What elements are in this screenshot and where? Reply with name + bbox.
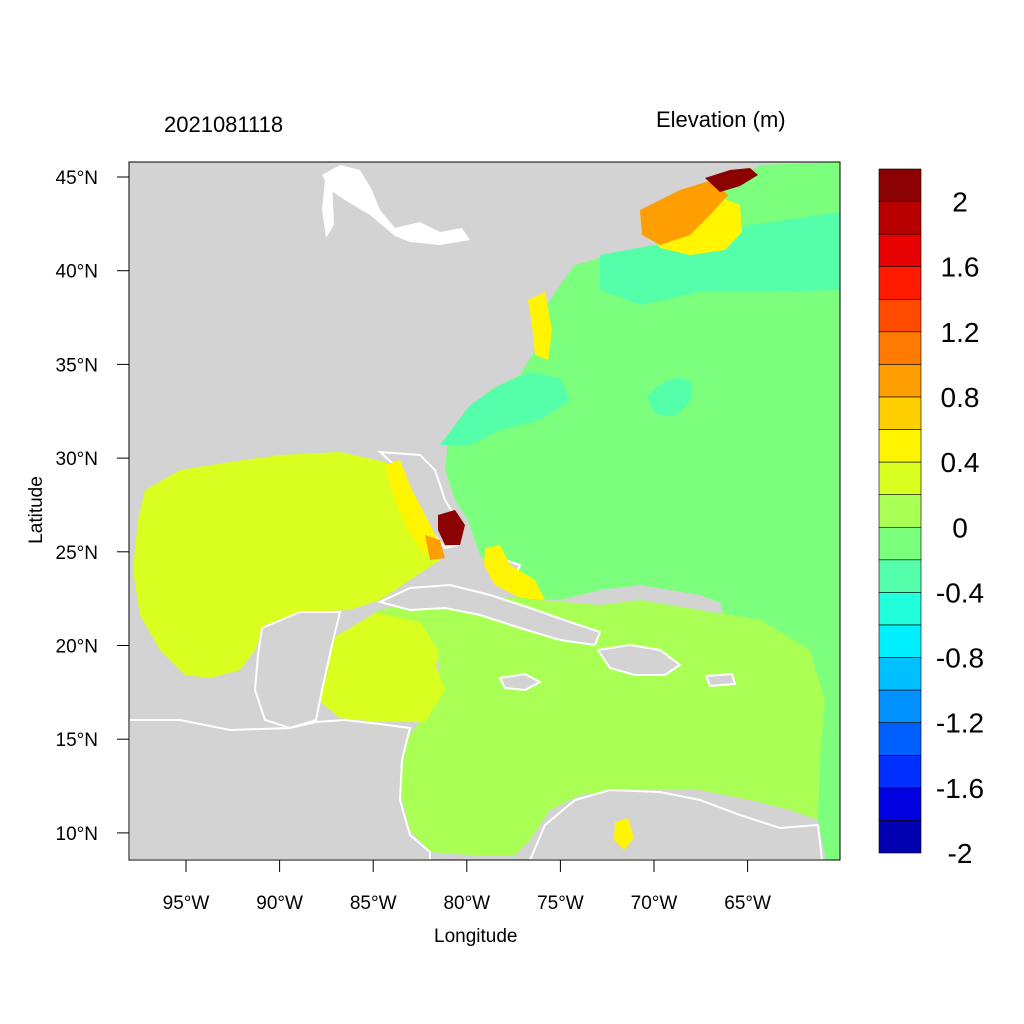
y-tick-label: 15°N (56, 730, 98, 751)
puerto-rico-island (704, 672, 737, 688)
x-tick-label: 90°W (256, 893, 303, 914)
colorbar-label: -1.2 (936, 708, 984, 739)
colorbar-swatch (878, 364, 922, 398)
y-tick-label: 25°N (56, 543, 98, 564)
colorbar-swatch (878, 461, 922, 496)
y-axis-label: Latitude (26, 476, 47, 544)
variable-title: Elevation (m) (656, 107, 786, 132)
x-tick-label: 95°W (163, 893, 210, 914)
y-tick-label: 45°N (56, 168, 98, 189)
colorbar-swatch (878, 689, 922, 724)
colorbar-swatch (878, 266, 922, 300)
timestamp-label: 2021081118 (164, 112, 284, 137)
colorbar-label: 0.8 (941, 382, 980, 413)
colorbar-swatch (878, 820, 922, 854)
hispaniola-island (596, 643, 682, 676)
y-tick-label: 40°N (56, 262, 98, 283)
x-tick-label: 70°W (631, 893, 678, 914)
colorbar-label: 1.2 (941, 317, 980, 348)
colorbar-label: -0.4 (936, 577, 984, 608)
x-axis-label: Longitude (434, 926, 518, 947)
colorbar-label: 1.6 (941, 252, 980, 283)
y-tick-label: 35°N (56, 355, 98, 376)
y-tick-label: 20°N (56, 637, 98, 658)
map-panel (129, 162, 840, 860)
y-tick-label: 10°N (56, 824, 98, 845)
colorbar-swatch (878, 624, 922, 658)
colorbar-swatch (878, 396, 922, 430)
jamaica-island (498, 672, 543, 692)
colorbar-swatch (878, 201, 922, 235)
colorbar-swatch (878, 754, 922, 789)
caribbean-sea (372, 595, 825, 855)
y-axis: 45°N 40°N 35°N 30°N 25°N 20°N 15°N 10°N (56, 168, 129, 845)
colorbar-label: -1.6 (936, 773, 984, 804)
colorbar-swatch (878, 722, 922, 756)
surge-red-florida-keys (438, 510, 465, 545)
colorbar-label: 0 (952, 512, 968, 543)
surge-yellow-chesapeake (528, 292, 552, 360)
great-lakes (322, 165, 470, 245)
colorbar-swatch (878, 526, 922, 561)
colorbar-label: -0.8 (936, 643, 984, 674)
colorbar-swatch (878, 592, 922, 626)
surge-red-maine (705, 168, 758, 192)
south-america-coast (528, 788, 824, 860)
yucatan-peninsula (253, 611, 342, 730)
colorbar-label: 2 (952, 187, 968, 218)
surge-yellow-bahamas (484, 545, 545, 600)
x-tick-label: 75°W (537, 893, 584, 914)
colorbar-swatch (878, 429, 922, 463)
y-tick-label: 30°N (56, 449, 98, 470)
colorbar-swatch (878, 657, 922, 691)
colorbar-swatch (878, 559, 922, 593)
caribbean-west-yellow (330, 640, 445, 722)
surge-orange-florida (425, 535, 445, 560)
shelf-patch (648, 377, 693, 416)
colorbar-swatch (878, 298, 922, 333)
surge-yellow-venezuela (614, 818, 634, 850)
x-tick-label: 65°W (724, 893, 771, 914)
gulf-of-mexico (133, 452, 440, 678)
x-axis: 95°W 90°W 85°W 80°W 75°W 70°W 65°W (163, 860, 771, 914)
central-america (129, 718, 431, 860)
colorbar-swatch (878, 233, 922, 268)
lake-michigan (322, 178, 334, 238)
colorbar-swatch (878, 787, 922, 821)
x-tick-label: 80°W (443, 893, 490, 914)
colorbar: 2 1.6 1.2 0.8 0.4 0 -0.4 -0.8 -1.2 -1.6 -2 (878, 168, 984, 869)
colorbar-label: -2 (948, 838, 973, 869)
shelf-water (600, 212, 840, 305)
colorbar-swatch (878, 168, 922, 202)
x-tick-label: 85°W (350, 893, 397, 914)
surge-yellow-florida-west (385, 460, 440, 555)
surge-orange-new-england (640, 180, 728, 245)
cuba-island (377, 583, 602, 647)
shelf-water-south (440, 372, 570, 445)
colorbar-swatch (878, 494, 922, 528)
map-frame (128, 161, 841, 861)
colorbar-swatch (878, 331, 922, 365)
colorbar-label: 0.4 (941, 447, 980, 478)
